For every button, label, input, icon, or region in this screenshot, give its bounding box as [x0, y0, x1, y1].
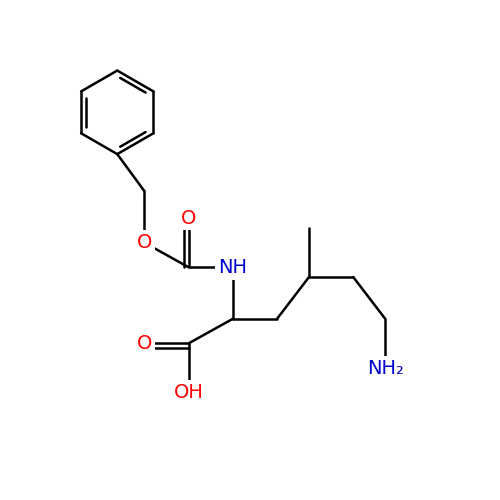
Text: NH₂: NH₂ [367, 358, 404, 378]
Text: NH: NH [218, 258, 248, 276]
Text: O: O [136, 233, 152, 252]
Text: OH: OH [174, 383, 204, 402]
Text: O: O [136, 334, 152, 353]
Text: O: O [181, 208, 196, 228]
